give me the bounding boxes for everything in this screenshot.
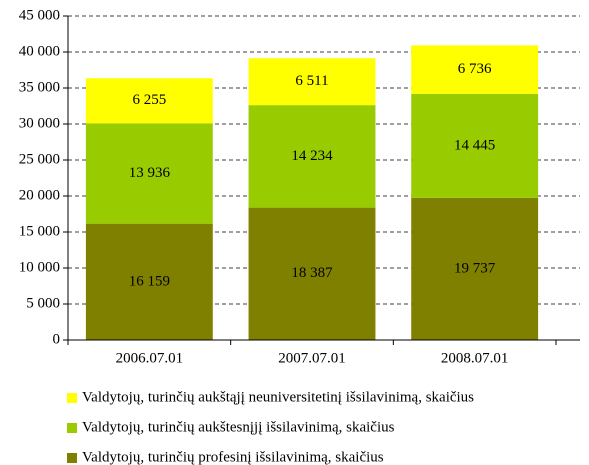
- value-label: 18 387: [291, 265, 333, 281]
- value-label: 19 737: [454, 260, 496, 276]
- legend-label: Valdytojų, turinčių aukštesnįjį išsilavi…: [82, 419, 395, 435]
- bar-segment: [411, 197, 539, 340]
- legend-label: Valdytojų, turinčių aukštąjį neuniversit…: [82, 389, 474, 405]
- value-label: 13 936: [129, 165, 171, 181]
- y-tick-label: 10 000: [19, 259, 60, 275]
- legend-label: Valdytojų, turinčių profesinį išsilavini…: [82, 449, 384, 465]
- legend-swatch: [67, 423, 77, 433]
- y-tick-label: 25 000: [19, 151, 60, 167]
- value-label: 6 255: [132, 92, 166, 108]
- bar-segment: [248, 105, 376, 208]
- bar-segment: [85, 123, 213, 224]
- y-tick-label: 45 000: [19, 7, 60, 23]
- bar-segment: [85, 78, 213, 124]
- bar-segment: [85, 223, 213, 340]
- x-tick-label: 2008.07.01: [441, 350, 509, 366]
- value-label: 6 736: [458, 61, 492, 77]
- y-tick-label: 30 000: [19, 115, 60, 131]
- y-tick-label: 0: [53, 331, 61, 347]
- bar-segment: [248, 207, 376, 340]
- value-label: 14 234: [291, 148, 333, 164]
- y-tick-label: 20 000: [19, 187, 60, 203]
- y-tick-label: 35 000: [19, 79, 60, 95]
- y-tick-label: 5 000: [26, 295, 60, 311]
- legend-swatch: [67, 453, 77, 463]
- x-tick-label: 2006.07.01: [116, 350, 184, 366]
- bar-segment: [411, 45, 539, 94]
- value-label: 14 445: [454, 137, 495, 153]
- bar-segment: [248, 58, 376, 106]
- value-label: 16 159: [129, 273, 170, 289]
- y-tick-label: 15 000: [19, 223, 60, 239]
- legend-swatch: [67, 393, 77, 403]
- value-label: 6 511: [295, 73, 328, 89]
- bar-segment: [411, 93, 539, 198]
- y-tick-label: 40 000: [19, 43, 60, 59]
- x-tick-label: 2007.07.01: [278, 350, 346, 366]
